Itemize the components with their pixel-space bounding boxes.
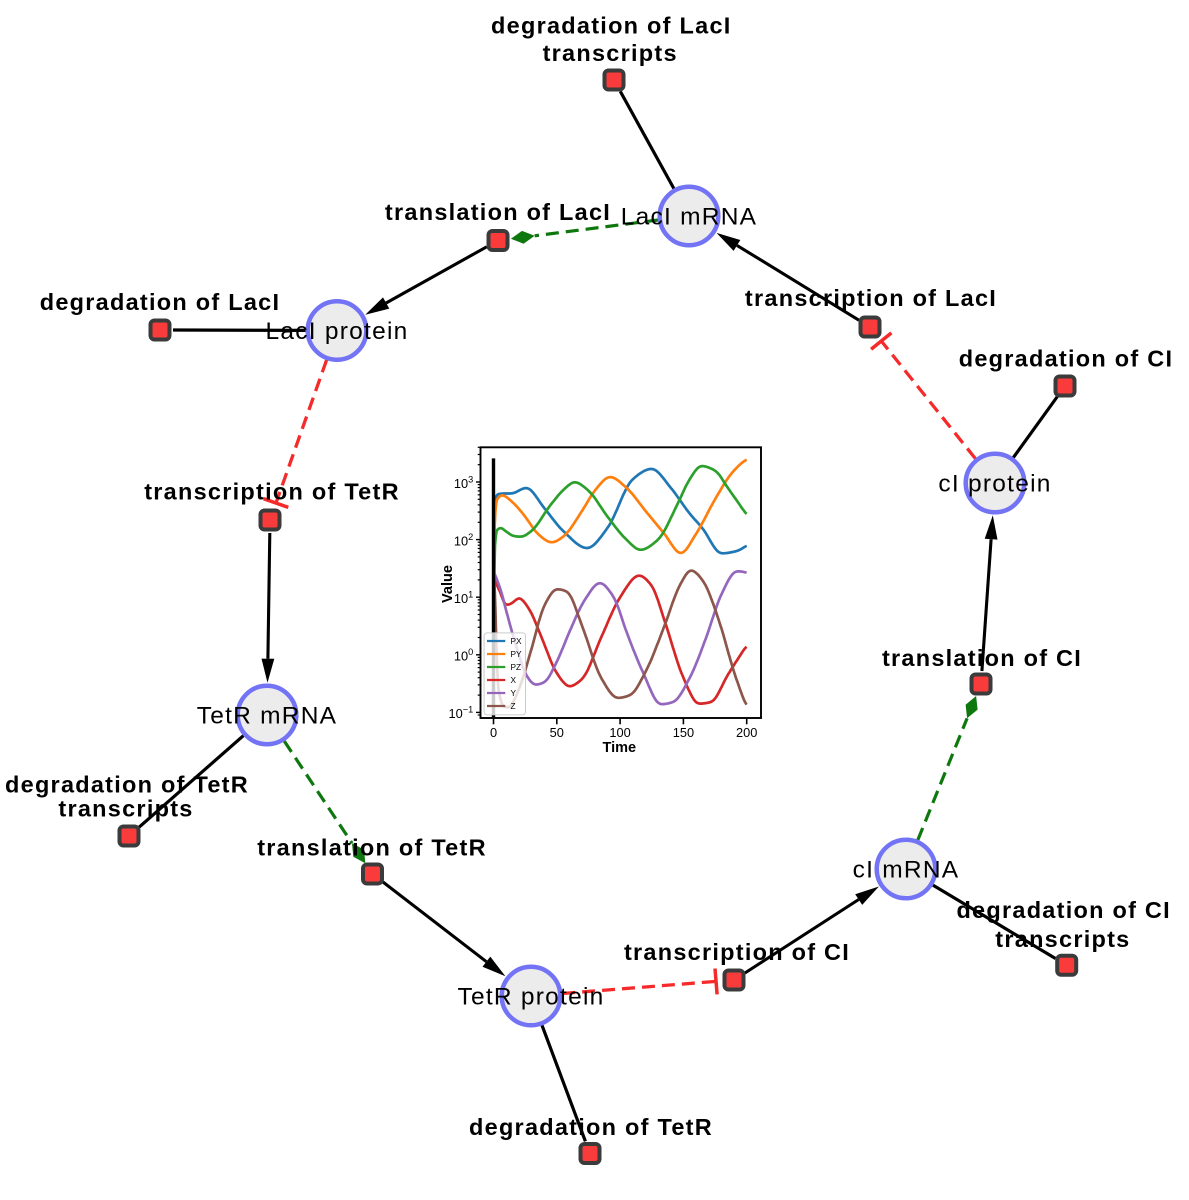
svg-text:100: 100 — [609, 725, 630, 740]
svg-text:cI mRNA: cI mRNA — [853, 857, 960, 884]
svg-text:LacI protein: LacI protein — [265, 318, 408, 345]
svg-text:transcripts: transcripts — [995, 926, 1130, 952]
svg-text:PZ: PZ — [511, 662, 522, 672]
svg-text:degradation of TetR: degradation of TetR — [5, 772, 249, 798]
svg-text:Time: Time — [603, 740, 637, 756]
svg-text:transcripts: transcripts — [58, 796, 193, 822]
svg-text:degradation of LacI: degradation of LacI — [491, 13, 732, 39]
svg-text:degradation of CI: degradation of CI — [959, 346, 1173, 372]
svg-text:0: 0 — [490, 725, 497, 740]
svg-text:degradation of TetR: degradation of TetR — [469, 1114, 713, 1140]
svg-text:PX: PX — [511, 636, 523, 646]
svg-text:X: X — [511, 675, 517, 685]
svg-text:transcription of CI: transcription of CI — [624, 939, 850, 965]
svg-text:TetR mRNA: TetR mRNA — [197, 703, 338, 730]
svg-text:transcription of TetR: transcription of TetR — [144, 479, 400, 505]
svg-text:200: 200 — [736, 725, 757, 740]
svg-text:50: 50 — [550, 725, 564, 740]
svg-text:translation of LacI: translation of LacI — [385, 199, 611, 225]
svg-text:translation of TetR: translation of TetR — [257, 835, 487, 861]
svg-text:LacI mRNA: LacI mRNA — [621, 204, 758, 231]
svg-text:Z: Z — [511, 701, 516, 711]
svg-text:degradation of CI: degradation of CI — [956, 897, 1170, 923]
svg-text:TetR protein: TetR protein — [457, 984, 604, 1011]
svg-text:translation of CI: translation of CI — [882, 645, 1082, 671]
svg-text:degradation of LacI: degradation of LacI — [40, 289, 281, 315]
svg-text:150: 150 — [673, 725, 694, 740]
svg-text:transcription of LacI: transcription of LacI — [745, 285, 997, 311]
svg-text:cI protein: cI protein — [938, 471, 1051, 498]
svg-text:Y: Y — [511, 688, 517, 698]
svg-text:transcripts: transcripts — [543, 40, 678, 66]
svg-text:Value: Value — [440, 565, 456, 603]
svg-text:PY: PY — [511, 649, 523, 659]
